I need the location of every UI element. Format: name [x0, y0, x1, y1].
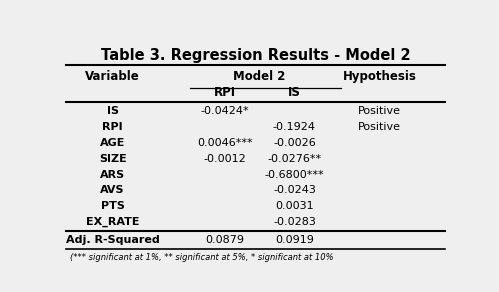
Text: Variable: Variable: [85, 70, 140, 83]
Text: -0.0283: -0.0283: [273, 217, 316, 227]
Text: IS: IS: [107, 106, 119, 116]
Text: -0.0243: -0.0243: [273, 185, 316, 195]
Text: AGE: AGE: [100, 138, 125, 148]
Text: Positive: Positive: [358, 106, 401, 116]
Text: -0.0012: -0.0012: [204, 154, 246, 164]
Text: -0.0424*: -0.0424*: [201, 106, 249, 116]
Text: 0.0046***: 0.0046***: [197, 138, 252, 148]
Text: IS: IS: [288, 86, 301, 99]
Text: Model 2: Model 2: [234, 70, 286, 83]
Text: RPI: RPI: [214, 86, 236, 99]
Text: EX_RATE: EX_RATE: [86, 217, 139, 227]
Text: SIZE: SIZE: [99, 154, 127, 164]
Text: -0.0276**: -0.0276**: [267, 154, 321, 164]
Text: -0.1924: -0.1924: [273, 122, 316, 132]
Text: 0.0031: 0.0031: [275, 201, 314, 211]
Text: -0.0026: -0.0026: [273, 138, 316, 148]
Text: Positive: Positive: [358, 122, 401, 132]
Text: 0.0879: 0.0879: [205, 235, 245, 245]
Text: Hypothesis: Hypothesis: [342, 70, 417, 83]
Text: (*** significant at 1%, ** significant at 5%, * significant at 10%: (*** significant at 1%, ** significant a…: [70, 253, 334, 262]
Text: RPI: RPI: [102, 122, 123, 132]
Text: AVS: AVS: [100, 185, 125, 195]
Text: Table 3. Regression Results - Model 2: Table 3. Regression Results - Model 2: [101, 48, 411, 63]
Text: Adj. R-Squared: Adj. R-Squared: [66, 235, 160, 245]
Text: ARS: ARS: [100, 170, 125, 180]
Text: -0.6800***: -0.6800***: [264, 170, 324, 180]
Text: 0.0919: 0.0919: [275, 235, 314, 245]
Text: PTS: PTS: [101, 201, 125, 211]
